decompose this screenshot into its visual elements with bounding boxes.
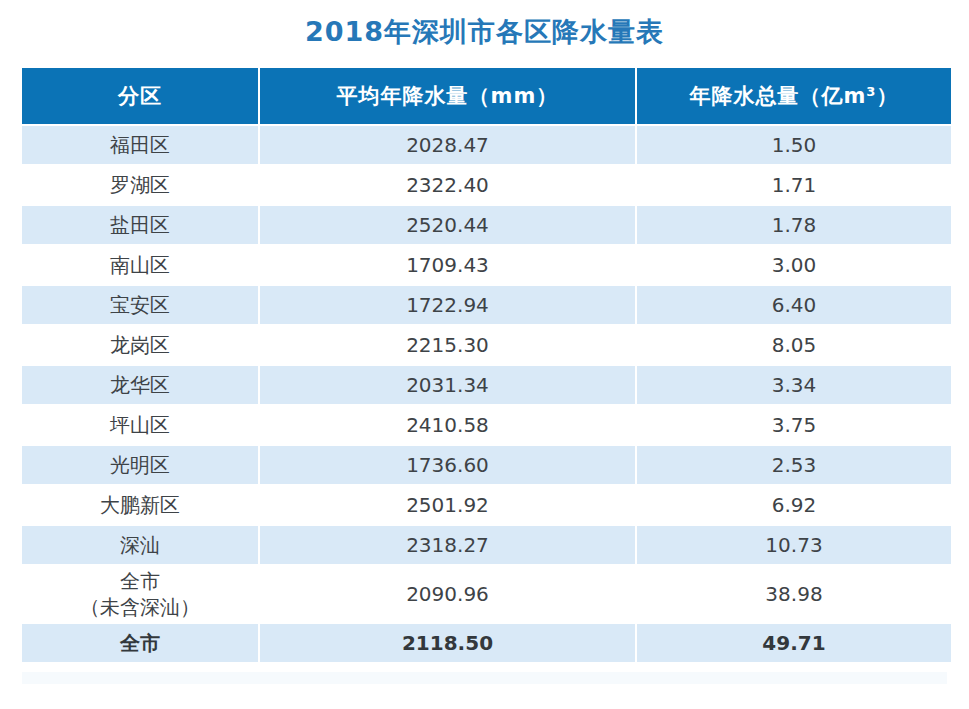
table-row: 罗湖区2322.401.71 bbox=[22, 166, 951, 204]
table-row: 宝安区1722.946.40 bbox=[22, 286, 951, 324]
district-cell: 福田区 bbox=[22, 126, 258, 164]
table-row: 盐田区2520.441.78 bbox=[22, 206, 951, 244]
district-cell: 宝安区 bbox=[22, 286, 258, 324]
total-rainfall-cell: 1.50 bbox=[637, 126, 951, 164]
avg-rainfall-cell: 2118.50 bbox=[260, 624, 635, 662]
table-row: 龙岗区2215.308.05 bbox=[22, 326, 951, 364]
rainfall-table: 分区 平均年降水量（mm） 年降水总量（亿m³） 福田区2028.471.50罗… bbox=[20, 66, 953, 664]
total-rainfall-cell: 3.75 bbox=[637, 406, 951, 444]
table-row: 南山区1709.433.00 bbox=[22, 246, 951, 284]
avg-rainfall-cell: 1709.43 bbox=[260, 246, 635, 284]
column-header-district: 分区 bbox=[22, 68, 258, 124]
avg-rainfall-cell: 2318.27 bbox=[260, 526, 635, 564]
avg-rainfall-cell: 2520.44 bbox=[260, 206, 635, 244]
district-cell: 龙华区 bbox=[22, 366, 258, 404]
total-rainfall-cell: 38.98 bbox=[637, 566, 951, 622]
header-row: 分区 平均年降水量（mm） 年降水总量（亿m³） bbox=[22, 68, 951, 124]
district-cell: 龙岗区 bbox=[22, 326, 258, 364]
total-rainfall-cell: 3.00 bbox=[637, 246, 951, 284]
total-rainfall-cell: 6.92 bbox=[637, 486, 951, 524]
district-cell: 光明区 bbox=[22, 446, 258, 484]
avg-rainfall-cell: 2501.92 bbox=[260, 486, 635, 524]
total-rainfall-cell: 1.78 bbox=[637, 206, 951, 244]
table-header: 分区 平均年降水量（mm） 年降水总量（亿m³） bbox=[22, 68, 951, 124]
district-cell: 大鹏新区 bbox=[22, 486, 258, 524]
table-row: 福田区2028.471.50 bbox=[22, 126, 951, 164]
district-cell: 全市 （未含深汕） bbox=[22, 566, 258, 622]
column-header-total-rainfall: 年降水总量（亿m³） bbox=[637, 68, 951, 124]
page: 2018年深圳市各区降水量表 分区 平均年降水量（mm） 年降水总量（亿m³） … bbox=[0, 0, 969, 709]
district-cell: 盐田区 bbox=[22, 206, 258, 244]
avg-rainfall-cell: 2215.30 bbox=[260, 326, 635, 364]
total-rainfall-cell: 10.73 bbox=[637, 526, 951, 564]
table-row: 坪山区2410.583.75 bbox=[22, 406, 951, 444]
total-rainfall-cell: 8.05 bbox=[637, 326, 951, 364]
table-row: 全市 （未含深汕）2090.9638.98 bbox=[22, 566, 951, 622]
district-cell: 全市 bbox=[22, 624, 258, 662]
district-cell: 深汕 bbox=[22, 526, 258, 564]
table-row: 大鹏新区2501.926.92 bbox=[22, 486, 951, 524]
table-row: 龙华区2031.343.34 bbox=[22, 366, 951, 404]
page-title: 2018年深圳市各区降水量表 bbox=[0, 14, 969, 50]
total-rainfall-cell: 49.71 bbox=[637, 624, 951, 662]
avg-rainfall-cell: 2410.58 bbox=[260, 406, 635, 444]
table-footer-strip bbox=[22, 672, 947, 684]
table-row: 光明区1736.602.53 bbox=[22, 446, 951, 484]
district-cell: 坪山区 bbox=[22, 406, 258, 444]
district-cell: 南山区 bbox=[22, 246, 258, 284]
district-cell: 罗湖区 bbox=[22, 166, 258, 204]
avg-rainfall-cell: 2090.96 bbox=[260, 566, 635, 622]
total-rainfall-cell: 3.34 bbox=[637, 366, 951, 404]
total-rainfall-cell: 6.40 bbox=[637, 286, 951, 324]
avg-rainfall-cell: 1722.94 bbox=[260, 286, 635, 324]
column-header-avg-rainfall: 平均年降水量（mm） bbox=[260, 68, 635, 124]
total-rainfall-cell: 2.53 bbox=[637, 446, 951, 484]
avg-rainfall-cell: 2031.34 bbox=[260, 366, 635, 404]
avg-rainfall-cell: 2028.47 bbox=[260, 126, 635, 164]
avg-rainfall-cell: 1736.60 bbox=[260, 446, 635, 484]
table-row: 全市2118.5049.71 bbox=[22, 624, 951, 662]
table-row: 深汕2318.2710.73 bbox=[22, 526, 951, 564]
table-body: 福田区2028.471.50罗湖区2322.401.71盐田区2520.441.… bbox=[22, 126, 951, 662]
total-rainfall-cell: 1.71 bbox=[637, 166, 951, 204]
avg-rainfall-cell: 2322.40 bbox=[260, 166, 635, 204]
